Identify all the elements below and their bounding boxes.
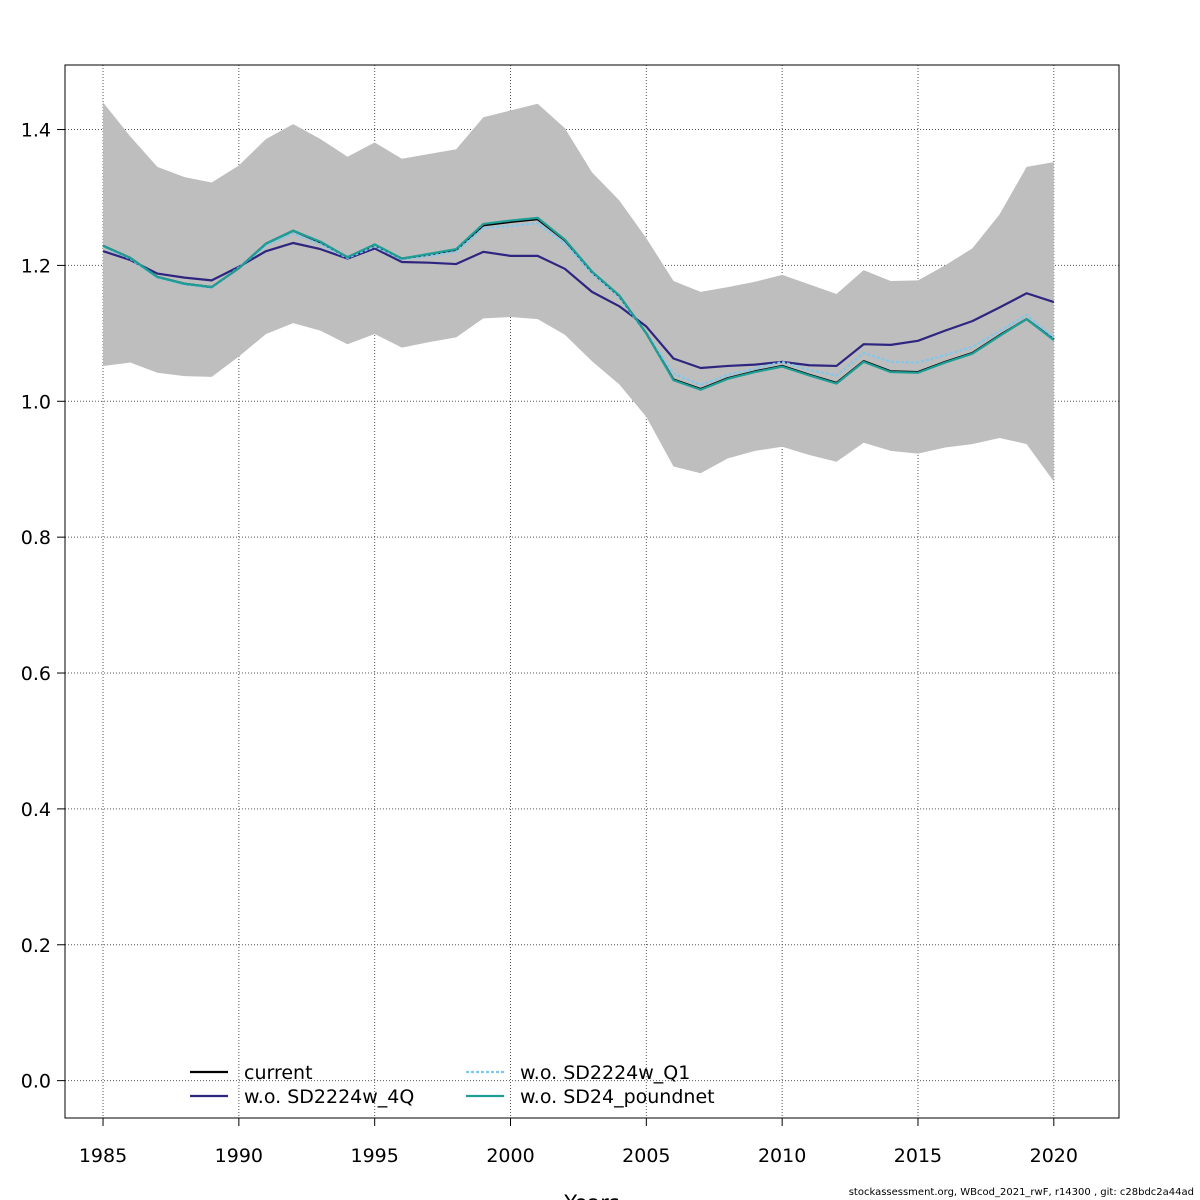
series-line-2 <box>102 222 1055 387</box>
x-axis: 1985 1990 1995 2000 2005 2010 2015 2020 <box>79 1117 1078 1167</box>
series-line-3 <box>102 216 1055 391</box>
y-tick-label: 0.6 <box>21 663 51 685</box>
x-tick-label: 2020 <box>1030 1145 1078 1167</box>
y-tick-label: 0.8 <box>21 527 51 549</box>
y-axis: 0.0 0.2 0.4 0.6 0.8 1.0 1.2 1.4 <box>21 120 66 1093</box>
legend-label-3: w.o. SD24_poundnet <box>520 1086 715 1108</box>
x-tick-label: 2000 <box>486 1145 534 1167</box>
footer-credit: stockassessment.org, WBcod_2021_rwF, r14… <box>848 1187 1194 1198</box>
series-line-1 <box>102 241 1055 370</box>
legend-label-2: w.o. SD2224w_Q1 <box>520 1062 690 1084</box>
y-tick-label: 0.0 <box>21 1071 51 1093</box>
series-lines <box>102 216 1055 391</box>
x-tick-label: 1985 <box>79 1145 127 1167</box>
x-tick-label: 1995 <box>351 1145 399 1167</box>
x-axis-label: Years <box>563 1191 619 1200</box>
y-tick-label: 1.4 <box>21 120 51 142</box>
legend-label-1: w.o. SD2224w_4Q <box>244 1086 414 1108</box>
legend-label-0: current <box>244 1062 313 1084</box>
y-tick-label: 1.0 <box>21 391 51 413</box>
confidence-band-area <box>103 102 1054 482</box>
y-tick-label: 1.2 <box>21 255 51 277</box>
y-tick-label: 0.2 <box>21 935 51 957</box>
x-tick-label: 2010 <box>758 1145 806 1167</box>
x-tick-label: 1990 <box>215 1145 263 1167</box>
y-tick-label: 0.4 <box>21 799 51 821</box>
x-tick-label: 2005 <box>622 1145 670 1167</box>
confidence-band <box>103 102 1054 482</box>
x-tick-label: 2015 <box>894 1145 942 1167</box>
